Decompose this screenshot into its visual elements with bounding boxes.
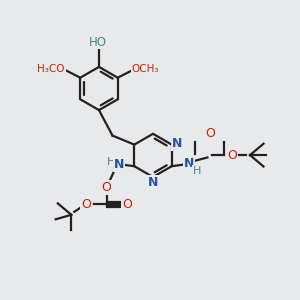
Text: H: H [193,166,201,176]
Text: N: N [184,157,194,170]
Text: N: N [172,136,182,150]
Text: H: H [107,157,116,167]
Text: O: O [227,148,237,162]
Text: O: O [81,198,91,211]
Text: O: O [122,198,132,211]
Text: O: O [205,127,215,140]
Text: HO: HO [88,35,106,49]
Text: O: O [101,181,111,194]
Text: N: N [148,176,158,189]
Text: H₃CO: H₃CO [38,64,65,74]
Text: N: N [114,158,124,171]
Text: OCH₃: OCH₃ [132,64,159,74]
